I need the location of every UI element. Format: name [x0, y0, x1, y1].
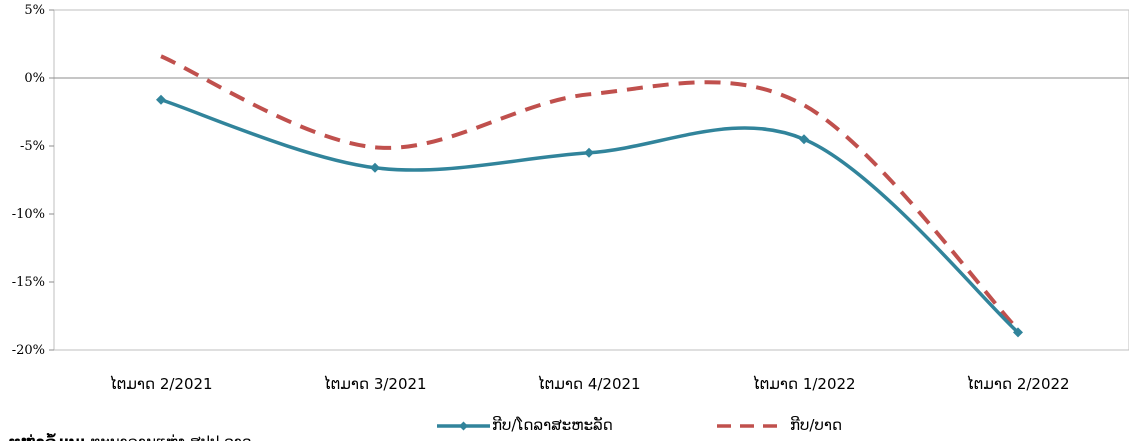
series-line-thb	[160, 54, 1020, 331]
data-point-usd	[1013, 327, 1023, 338]
y-tick-label: -20%	[12, 343, 45, 358]
legend-label-thb: ກີບ/ບາດ	[790, 415, 842, 434]
legend-label-usd: ກີບ/ໂດລາສະຫະລັດ	[492, 415, 613, 434]
data-point-usd	[156, 94, 166, 105]
y-tick-label: -5%	[20, 139, 45, 154]
data-point-usd	[799, 134, 809, 145]
x-axis-ticks: ໄຕມາດ 2/2021 ໄຕມາດ 3/2021 ໄຕມາດ 4/2021 ໄຕມາ…	[109, 374, 1069, 393]
legend-diamond-usd	[459, 421, 468, 431]
series-group	[156, 54, 1023, 338]
y-tick-label: -15%	[12, 275, 45, 290]
x-tick-label: ໄຕມາດ 4/2021	[537, 374, 640, 393]
source-label: ແຫຼ່ງຂໍ້ມູນ:	[8, 432, 86, 441]
source-note: ແຫຼ່ງຂໍ້ມູນ: ທະນາຄານແຫ່ງ ສປປ ລາວ	[8, 432, 252, 441]
x-tick-label: ໄຕມາດ 2/2022	[966, 374, 1069, 393]
x-tick-label: ໄຕມາດ 3/2021	[323, 374, 426, 393]
plot-area	[53, 9, 1129, 351]
source-text: ທະນາຄານແຫ່ງ ສປປ ລາວ	[86, 433, 252, 441]
x-tick-label: ໄຕມາດ 1/2022	[752, 374, 855, 393]
legend: ກີບ/ໂດລາສະຫະລັດ ກີບ/ບາດ	[437, 415, 842, 434]
series-line-usd	[160, 98, 1020, 334]
data-point-usd	[584, 147, 594, 158]
x-tick-label: ໄຕມາດ 2/2021	[109, 374, 212, 393]
y-tick-label: 0%	[24, 71, 45, 86]
y-tick-label: 5%	[24, 3, 45, 18]
y-tick-label: -10%	[12, 207, 45, 222]
y-axis-ticks: 5% 0% -5% -10% -15% -20%	[12, 3, 54, 358]
data-point-usd	[370, 162, 380, 173]
